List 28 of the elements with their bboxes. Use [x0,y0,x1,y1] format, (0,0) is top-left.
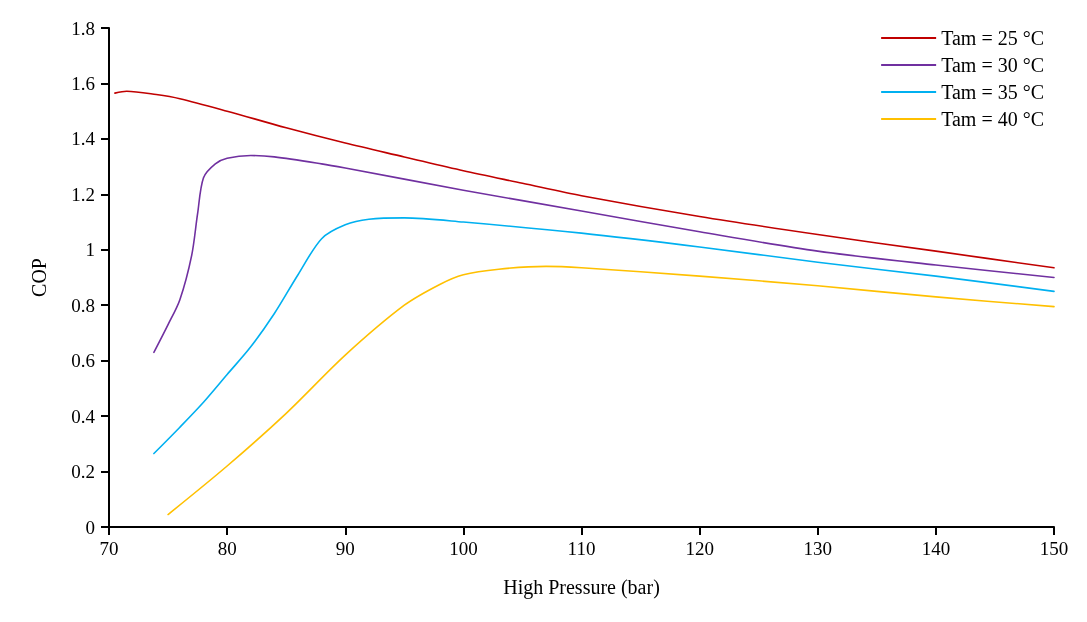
y-axis-title: COP [28,258,50,297]
line-series [153,154,1055,354]
line-series [167,265,1055,516]
x-tick-label: 100 [449,538,478,559]
x-tick-label: 130 [803,538,832,559]
y-tick-label: 0 [85,516,95,538]
line-series [153,217,1055,455]
y-tick-label: 1.6 [71,72,95,94]
x-tick-label: 140 [921,538,951,559]
x-tick-label: 120 [685,538,714,559]
legend-label: Tam = 35 °C [941,81,1044,103]
y-tick-label: 1 [85,239,95,261]
y-tick-label: 1.2 [71,183,95,205]
x-tick-label: 80 [217,538,237,559]
x-axis-title: High Pressure (bar) [503,576,660,599]
y-tick-label: 1.4 [71,128,96,150]
legend-label: Tam = 40 °C [941,108,1044,130]
x-tick-label: 90 [335,538,355,559]
y-tick-label: 0.8 [71,294,95,316]
x-tick-label: 110 [567,538,596,559]
legend-label: Tam = 30 °C [941,54,1044,76]
y-tick-label: 1.8 [71,17,95,39]
y-tick-label: 0.2 [71,461,95,483]
x-tick-label: 70 [99,538,119,559]
x-tick-label: 150 [1039,538,1069,559]
y-tick-label: 0.6 [71,350,95,372]
y-tick-label: 0.4 [71,405,96,427]
legend-label: Tam = 25 °C [941,27,1044,49]
